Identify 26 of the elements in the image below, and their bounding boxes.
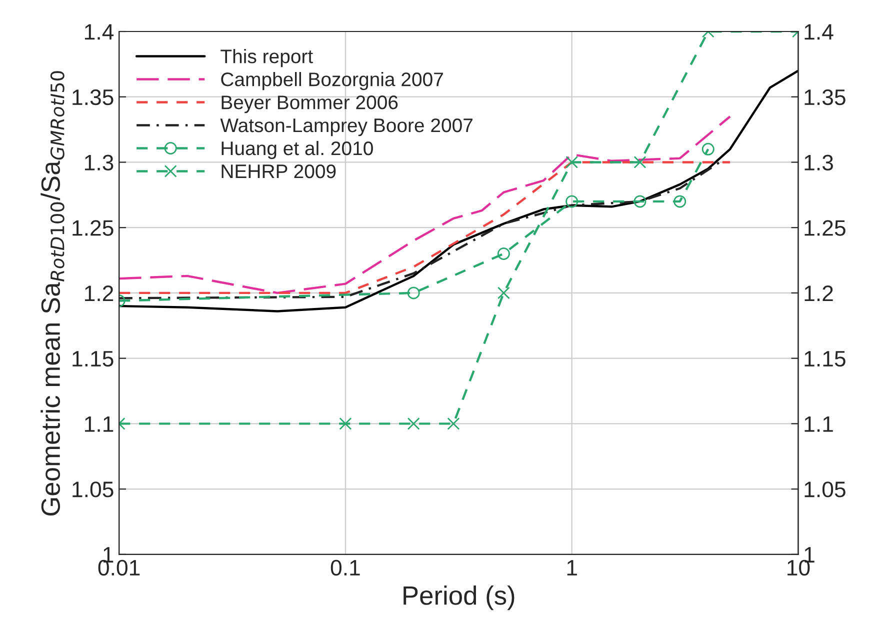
y-axis-title: Geometric mean Sa$_{RotD100}$/Sa$_{GMRotI50}$ xyxy=(40,71,64,516)
legend-label: Watson-Lamprey Boore 2007 xyxy=(220,118,472,136)
y-tick-label: 1.3 xyxy=(85,154,114,170)
y2-tick-label: 1.4 xyxy=(804,24,834,40)
x-tick-label: 0.1 xyxy=(330,560,360,576)
y-tick-label: 1.15 xyxy=(72,351,114,367)
y-tick-label: 1.25 xyxy=(72,220,114,236)
y-tick-label: 1.1 xyxy=(85,416,114,432)
y2-tick-label: 1.35 xyxy=(804,89,846,106)
y2-tick-label: 1.15 xyxy=(804,351,846,367)
y2-tick-label: 1.2 xyxy=(804,285,833,301)
legend-label: Campbell Bozorgnia 2007 xyxy=(221,72,443,90)
y-tick-label: 1.4 xyxy=(85,24,114,40)
legend-label: Beyer Bommer 2006 xyxy=(222,95,398,114)
legend-label: Huang et al. 2010 xyxy=(222,140,373,160)
y2-tick-label: 1.3 xyxy=(804,154,833,170)
y2-tick-label: 1.05 xyxy=(804,482,846,498)
y-tick-label: 1.35 xyxy=(72,89,114,106)
y-tick-label: 1.05 xyxy=(72,482,114,498)
legend-label: NEHRP 2009 xyxy=(222,164,336,178)
x-axis-title: Period (s) xyxy=(404,586,514,610)
legend-label: This report xyxy=(220,49,313,68)
y-tick-label: 1.2 xyxy=(85,285,114,301)
y2-tick-label: 1.25 xyxy=(804,220,846,236)
x-tick-label: 1 xyxy=(567,560,577,576)
y2-tick-label: 1.1 xyxy=(804,416,833,432)
